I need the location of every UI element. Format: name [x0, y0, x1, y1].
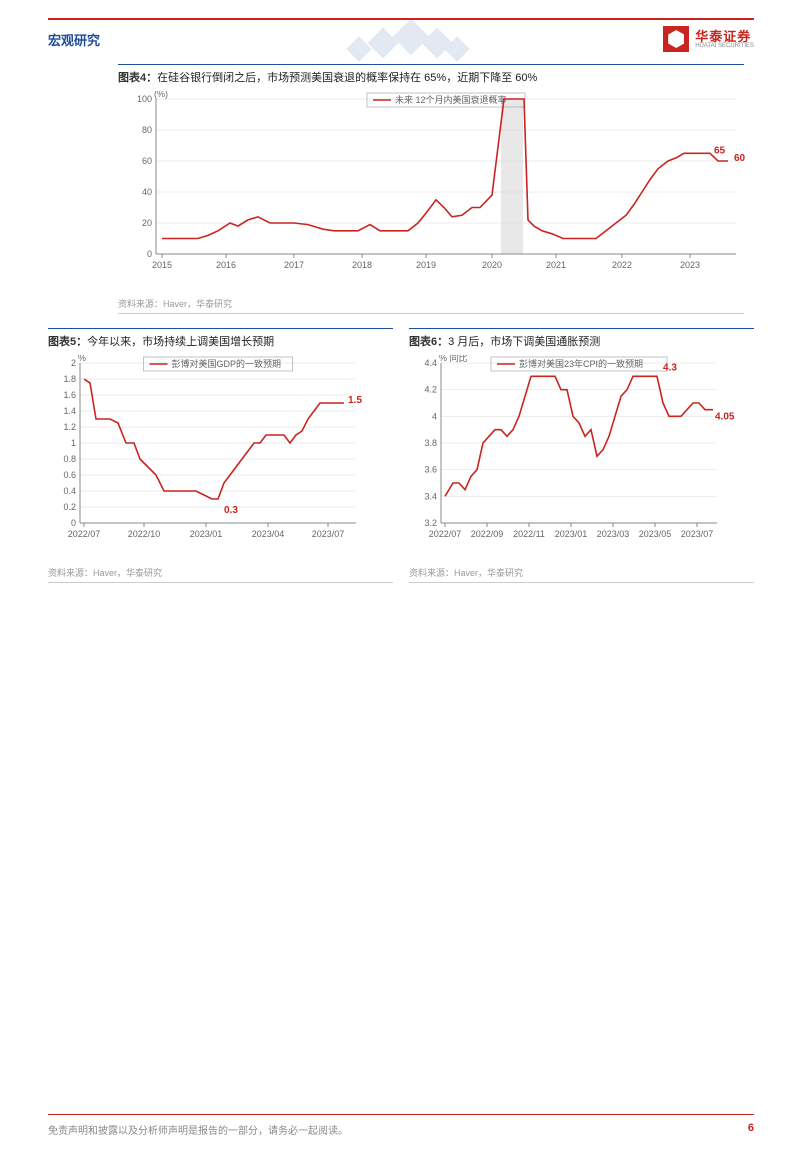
svg-text:1.5: 1.5	[348, 395, 362, 406]
svg-text:2023: 2023	[680, 260, 700, 270]
svg-text:2017: 2017	[284, 260, 304, 270]
svg-text:彭博对美国GDP的一致预期: 彭博对美国GDP的一致预期	[172, 358, 282, 369]
svg-text:2022: 2022	[612, 260, 632, 270]
footer-disclaimer: 免责声明和披露以及分析师声明是报告的一部分，请务必一起阅读。	[48, 1122, 348, 1137]
chart4: 0 20 40 60 80 100 2015 2016 2017 2018 2019 2020 2021…	[118, 91, 758, 289]
brand-logo: 华泰证券 HUATAI SECURITIES	[663, 26, 754, 52]
svg-text:2023/03: 2023/03	[597, 529, 630, 539]
svg-text:2015: 2015	[152, 260, 172, 270]
svg-text:2023/01: 2023/01	[190, 529, 223, 539]
svg-text:2: 2	[71, 358, 76, 368]
svg-text:1.4: 1.4	[63, 406, 76, 416]
svg-text:2019: 2019	[416, 260, 436, 270]
svg-text:2023/07: 2023/07	[312, 529, 345, 539]
svg-text:3.8: 3.8	[424, 438, 437, 448]
svg-text:4.4: 4.4	[424, 358, 437, 368]
chart6: 3.2 3.4 3.6 3.8 4 4.2 4.4 2022/07 2022/09 2022/11…	[409, 355, 739, 558]
svg-text:1.6: 1.6	[63, 390, 76, 400]
svg-text:1.8: 1.8	[63, 374, 76, 384]
svg-text:3.6: 3.6	[424, 465, 437, 475]
svg-text:%: %	[78, 355, 86, 363]
svg-text:3.4: 3.4	[424, 491, 437, 501]
svg-text:2021: 2021	[546, 260, 566, 270]
chart5: 0 0.2 0.4 0.6 0.8 1 1.2 1.4 1.6 1.8 2 2022/07 2022/1…	[48, 355, 378, 558]
svg-text:20: 20	[142, 218, 152, 228]
svg-text:3.2: 3.2	[424, 518, 437, 528]
svg-text:2023/05: 2023/05	[639, 529, 672, 539]
svg-text:2022/07: 2022/07	[429, 529, 462, 539]
svg-text:2022/11: 2022/11	[513, 529, 545, 539]
section-label: 宏观研究	[48, 30, 100, 49]
svg-text:% 同比: % 同比	[439, 355, 468, 363]
logo-icon	[663, 26, 689, 52]
chart5-source: 资料来源：Haver，华泰研究	[48, 566, 393, 583]
svg-text:80: 80	[142, 125, 152, 135]
logo-text-en: HUATAI SECURITIES	[695, 43, 754, 49]
svg-text:2018: 2018	[352, 260, 372, 270]
svg-text:0.8: 0.8	[63, 454, 76, 464]
svg-text:2020: 2020	[482, 260, 502, 270]
svg-text:4.2: 4.2	[424, 385, 437, 395]
svg-text:0.6: 0.6	[63, 470, 76, 480]
svg-text:2016: 2016	[216, 260, 236, 270]
svg-text:1: 1	[71, 438, 76, 448]
chart4-source: 资料来源：Haver，华泰研究	[118, 297, 744, 314]
svg-text:1.2: 1.2	[63, 422, 76, 432]
svg-text:未来 12个月内美国衰退概率: 未来 12个月内美国衰退概率	[395, 94, 507, 105]
svg-text:2023/07: 2023/07	[681, 529, 714, 539]
chart6-title: 图表6：3 月后，市场下调美国通胀预测	[409, 333, 754, 349]
svg-text:0.2: 0.2	[63, 502, 76, 512]
page-number: 6	[748, 1122, 754, 1137]
svg-text:2022/07: 2022/07	[68, 529, 101, 539]
svg-text:0.4: 0.4	[63, 486, 76, 496]
svg-text:4: 4	[432, 411, 437, 421]
chart5-title: 图表5：今年以来，市场持续上调美国增长预期	[48, 333, 393, 349]
svg-text:65: 65	[714, 145, 726, 156]
svg-text:2022/09: 2022/09	[471, 529, 504, 539]
svg-text:彭博对美国23年CPI的一致预期: 彭博对美国23年CPI的一致预期	[519, 358, 643, 369]
logo-text-zh: 华泰证券	[695, 30, 754, 43]
page-header: 宏观研究 华泰证券 HUATAI SECURITIES	[0, 20, 802, 52]
svg-text:0: 0	[71, 518, 76, 528]
svg-text:60: 60	[734, 153, 746, 164]
chart6-source: 资料来源：Haver，华泰研究	[409, 566, 754, 583]
svg-text:2023/01: 2023/01	[555, 529, 588, 539]
svg-text:4.3: 4.3	[663, 362, 677, 373]
svg-text:40: 40	[142, 187, 152, 197]
svg-text:100: 100	[137, 94, 152, 104]
page-footer: 免责声明和披露以及分析师声明是报告的一部分，请务必一起阅读。 6	[48, 1122, 754, 1137]
svg-text:2023/04: 2023/04	[252, 529, 285, 539]
svg-text:2022/10: 2022/10	[128, 529, 161, 539]
chart4-title: 图表4：在硅谷银行倒闭之后，市场预测美国衰退的概率保持在 65%，近期下降至 6…	[118, 69, 744, 85]
svg-text:0.3: 0.3	[224, 505, 238, 516]
svg-text:4.05: 4.05	[715, 412, 735, 423]
svg-text:(%): (%)	[154, 91, 168, 99]
svg-text:60: 60	[142, 156, 152, 166]
svg-text:0: 0	[147, 249, 152, 259]
